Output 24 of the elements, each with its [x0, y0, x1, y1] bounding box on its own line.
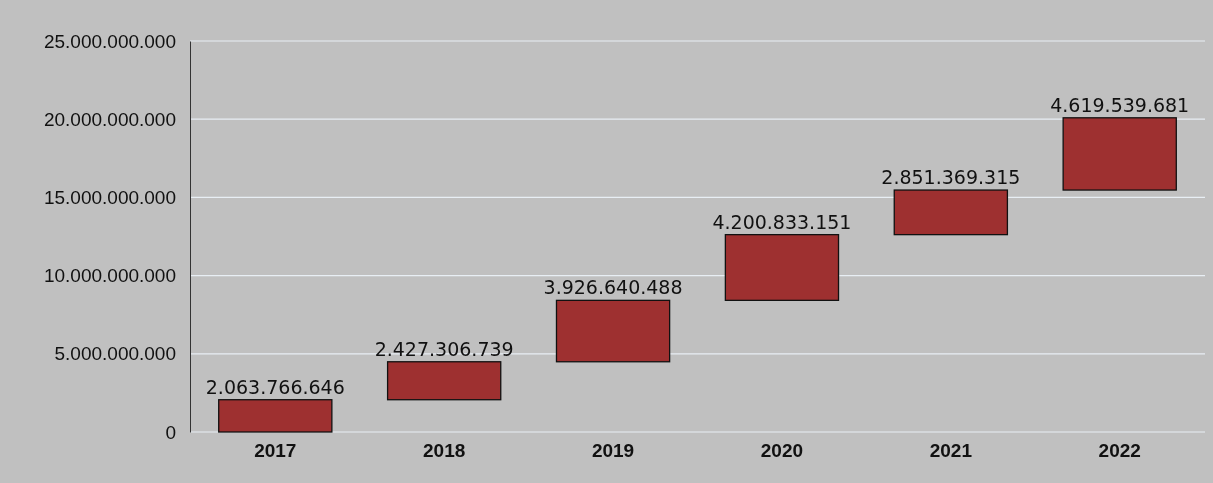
y-tick-label: 0 [165, 421, 176, 443]
y-tick-label: 10.000.000.000 [43, 265, 176, 287]
bar [218, 399, 333, 433]
data-label: 4.619.539.681 [1050, 93, 1190, 116]
bar [386, 361, 502, 401]
bar [724, 234, 840, 301]
y-tick-label: 20.000.000.000 [43, 108, 176, 130]
bar [893, 189, 1009, 236]
x-tick-label: 2022 [1098, 440, 1141, 462]
x-tick-label: 2019 [591, 440, 635, 462]
x-tick-label: 2018 [423, 440, 466, 462]
data-label: 4.200.833.151 [712, 210, 852, 233]
bar [555, 299, 671, 363]
x-tick-label: 2017 [254, 440, 297, 462]
bar [1062, 117, 1177, 191]
data-label: 2.851.369.315 [881, 166, 1021, 189]
y-tick-label: 25.000.000.000 [43, 30, 176, 52]
x-tick-label: 2021 [929, 440, 973, 462]
x-tick-label: 2020 [760, 440, 804, 462]
data-label: 3.926.640.488 [543, 276, 683, 299]
y-tick-label: 15.000.000.000 [43, 186, 176, 208]
y-tick-label: 5.000.000.000 [54, 343, 176, 365]
data-label: 2.427.306.739 [374, 337, 514, 360]
data-label: 2.063.766.646 [205, 375, 345, 398]
